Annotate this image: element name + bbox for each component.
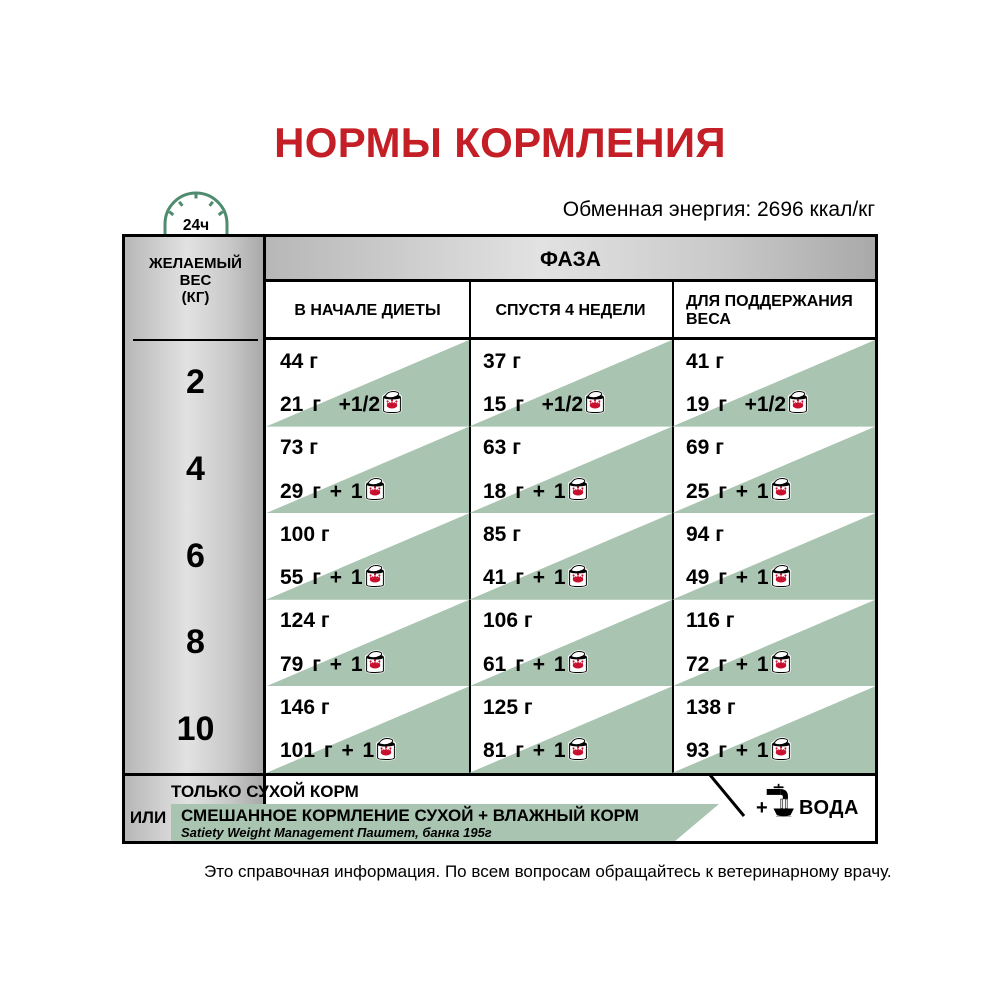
- svg-text:24ч: 24ч: [182, 217, 208, 234]
